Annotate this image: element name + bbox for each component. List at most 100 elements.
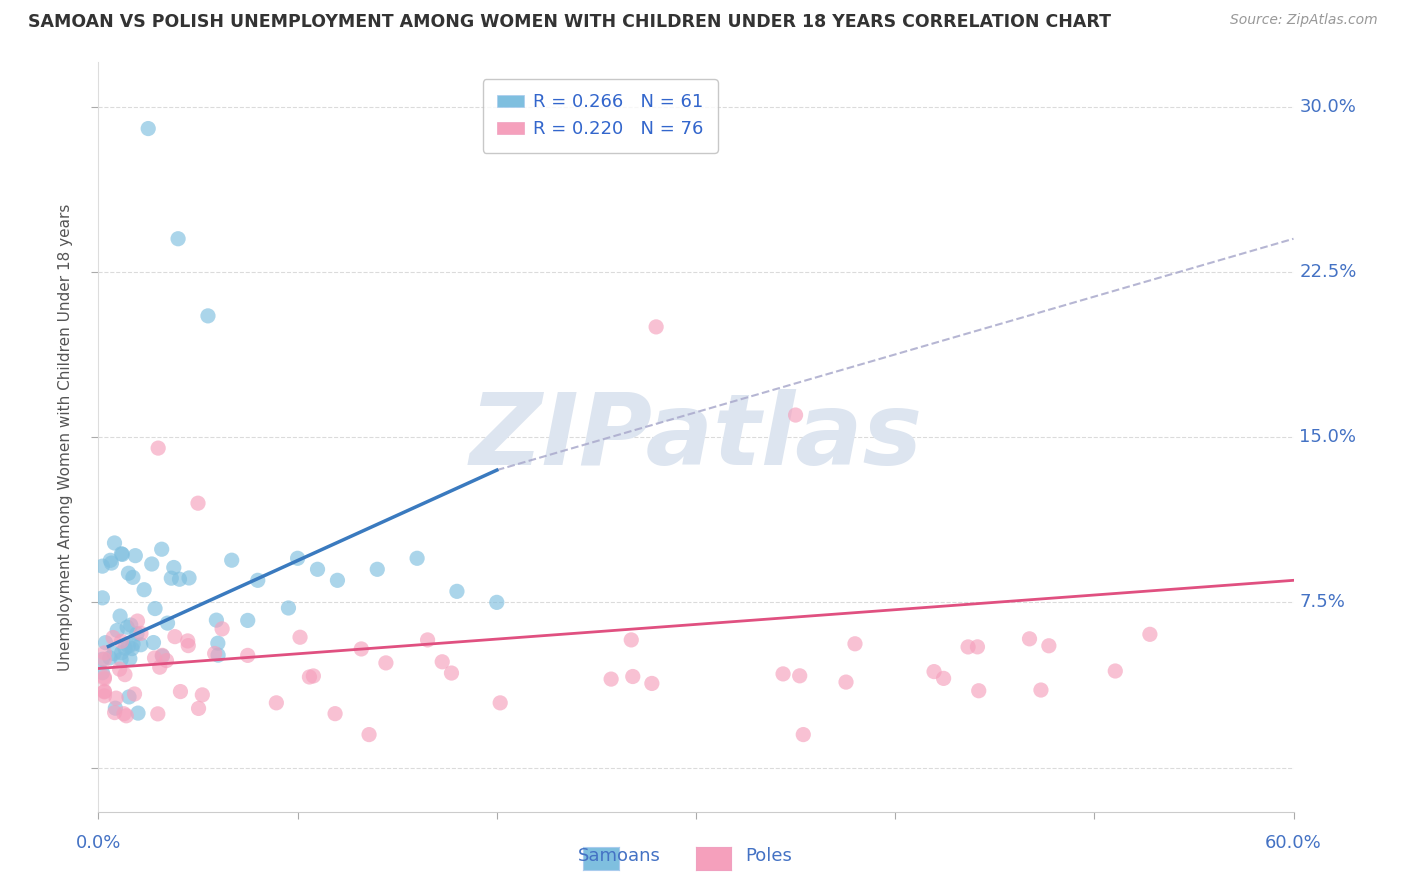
Point xyxy=(150,648,173,663)
Point xyxy=(103,647,125,661)
Point xyxy=(93,670,115,684)
Point xyxy=(115,620,138,634)
Point xyxy=(110,547,132,561)
Point xyxy=(117,639,139,653)
Text: 15.0%: 15.0% xyxy=(1299,428,1357,446)
Point xyxy=(110,646,132,660)
Point xyxy=(211,622,233,636)
Point xyxy=(152,649,174,664)
Point xyxy=(143,651,166,665)
Point xyxy=(1139,627,1161,641)
Point xyxy=(176,634,198,648)
Point xyxy=(150,542,173,557)
Point xyxy=(207,648,229,662)
Point xyxy=(432,655,454,669)
Point xyxy=(416,632,439,647)
Point xyxy=(108,662,131,676)
Y-axis label: Unemployment Among Women with Children Under 18 years: Unemployment Among Women with Children U… xyxy=(58,203,73,671)
Point xyxy=(277,601,299,615)
Point xyxy=(91,665,114,680)
Point xyxy=(111,548,134,562)
Point xyxy=(177,571,200,585)
Point xyxy=(350,642,373,657)
Point xyxy=(207,636,229,650)
Point xyxy=(127,706,149,720)
Point xyxy=(104,706,127,720)
Point xyxy=(112,706,135,721)
Point xyxy=(121,641,143,656)
Point xyxy=(146,706,169,721)
Point xyxy=(374,656,396,670)
Point xyxy=(967,683,990,698)
Point xyxy=(91,652,114,666)
Text: 22.5%: 22.5% xyxy=(1299,263,1357,281)
Point xyxy=(236,614,259,628)
Point xyxy=(307,562,329,576)
Point xyxy=(91,591,114,605)
Point xyxy=(844,637,866,651)
Point xyxy=(105,624,128,638)
Text: 60.0%: 60.0% xyxy=(1265,834,1322,852)
Text: ZIPatlas: ZIPatlas xyxy=(470,389,922,485)
Point xyxy=(103,536,125,550)
Point xyxy=(966,640,988,654)
Point xyxy=(600,672,623,686)
Point xyxy=(91,559,114,574)
Point xyxy=(114,667,136,681)
Text: Poles: Poles xyxy=(745,847,792,865)
Point xyxy=(110,652,132,666)
Point xyxy=(246,574,269,588)
Point xyxy=(772,666,794,681)
Point xyxy=(792,728,814,742)
Point xyxy=(366,562,388,576)
Point xyxy=(326,574,349,588)
Point xyxy=(122,637,145,651)
Point xyxy=(115,708,138,723)
Point xyxy=(1018,632,1040,646)
Point xyxy=(287,551,309,566)
Point xyxy=(922,665,945,679)
Point xyxy=(118,690,141,704)
Point xyxy=(100,556,122,570)
Point xyxy=(141,557,163,571)
Point xyxy=(124,549,146,563)
Point xyxy=(288,630,311,644)
Point xyxy=(446,584,468,599)
Point xyxy=(122,570,145,584)
Point xyxy=(93,672,115,686)
Point xyxy=(641,676,664,690)
Point xyxy=(835,675,858,690)
Point xyxy=(357,728,380,742)
Point xyxy=(177,639,200,653)
Point xyxy=(187,496,209,510)
Point xyxy=(155,654,177,668)
Point xyxy=(957,640,980,654)
Point xyxy=(160,571,183,585)
Point xyxy=(134,582,156,597)
Point xyxy=(118,651,141,665)
Text: SAMOAN VS POLISH UNEMPLOYMENT AMONG WOMEN WITH CHILDREN UNDER 18 YEARS CORRELATI: SAMOAN VS POLISH UNEMPLOYMENT AMONG WOME… xyxy=(28,13,1111,31)
Point xyxy=(323,706,346,721)
Point xyxy=(1029,683,1052,698)
Point xyxy=(93,685,115,699)
Point xyxy=(1104,664,1126,678)
Point xyxy=(93,652,115,666)
Point xyxy=(129,626,152,640)
Point xyxy=(93,689,115,703)
Point xyxy=(124,687,146,701)
Point xyxy=(93,646,115,660)
Point xyxy=(110,634,132,648)
Text: Samoans: Samoans xyxy=(578,847,661,865)
Point xyxy=(125,627,148,641)
Point xyxy=(93,684,115,698)
Point xyxy=(266,696,288,710)
Point xyxy=(163,560,186,574)
Point xyxy=(298,670,321,684)
Point xyxy=(620,632,643,647)
Point xyxy=(302,669,325,683)
Text: 7.5%: 7.5% xyxy=(1299,593,1346,611)
Point xyxy=(485,595,508,609)
Text: 30.0%: 30.0% xyxy=(1299,97,1357,116)
Point xyxy=(191,688,214,702)
Point xyxy=(169,572,191,586)
